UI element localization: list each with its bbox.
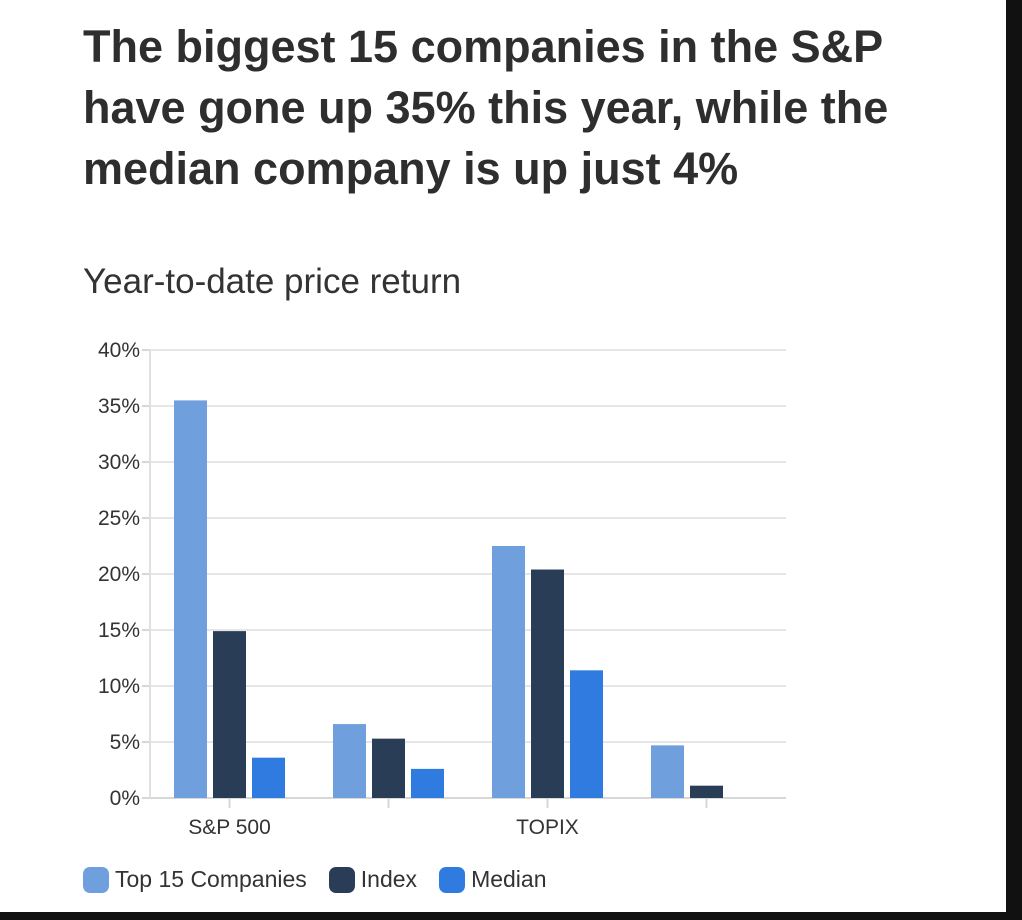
x-tick-label: TOPIX [516,816,579,839]
legend-swatch [328,866,355,893]
bar-top-15-companies [333,724,366,798]
legend-item-index: Index [328,866,418,893]
bar-median [411,768,444,798]
chart-subtitle: Year-to-date price return [83,262,462,301]
legend-item-top15: Top 15 Companies [83,866,307,893]
bar-chart: 0% 5% 10% 15% 20% 25% 30% 35% 40% S&P 500 TOPIX [98,339,786,839]
y-tick-label: 35% [98,395,140,418]
bar-top-15-companies [492,546,525,798]
bar-median [252,757,285,798]
y-tick-label: 5% [110,731,140,754]
y-tick-label: 40% [98,339,140,362]
bottom-bar [0,912,1022,920]
bar-median [570,670,603,798]
bar-top-15-companies [174,400,207,798]
legend-swatch [439,866,466,893]
bar-index [531,569,564,798]
bar-top-15-companies [651,745,684,798]
y-tick-label: 30% [98,451,140,474]
x-tick-label: S&P 500 [188,816,271,839]
background-page-panel [1006,0,1022,920]
y-tick-label: 15% [98,619,140,642]
legend-swatch [83,866,109,893]
legend-label: Top 15 Companies [115,866,307,892]
y-tick-label: 0% [110,787,140,810]
y-tick-label: 25% [98,507,140,530]
y-tick-label: 20% [98,563,140,586]
y-tick-label: 10% [98,675,140,698]
bar-index [372,738,405,798]
legend: Top 15 Companies Index Median [83,866,547,893]
legend-label: Median [471,866,547,892]
legend-label: Index [360,866,418,892]
bar-index [213,631,246,798]
legend-item-median: Median [439,866,547,893]
bar-index [690,785,723,798]
chart-title: The biggest 15 companies in the S&P have… [83,21,889,194]
